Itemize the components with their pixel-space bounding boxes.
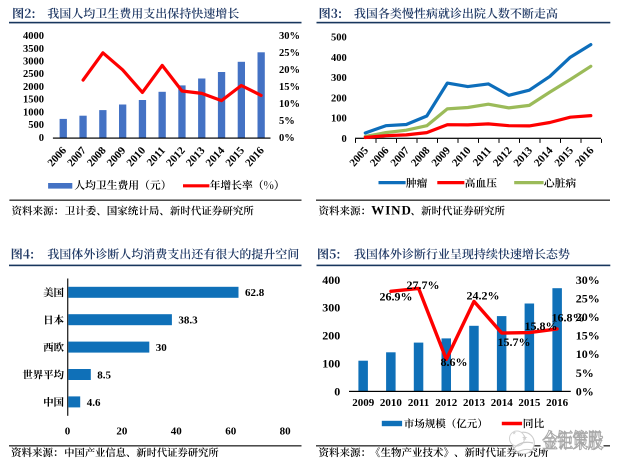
svg-text:0: 0 — [65, 425, 71, 437]
svg-text:2008: 2008 — [85, 144, 109, 169]
svg-text:2008: 2008 — [409, 144, 433, 169]
svg-text:30: 30 — [156, 342, 168, 354]
svg-text:26.9%: 26.9% — [380, 290, 413, 304]
svg-text:2012: 2012 — [491, 144, 515, 169]
svg-text:2010: 2010 — [380, 397, 403, 409]
svg-text:0: 0 — [39, 133, 44, 144]
svg-text:25%: 25% — [279, 48, 300, 59]
svg-text:1000: 1000 — [23, 107, 44, 118]
svg-text:3500: 3500 — [23, 44, 44, 55]
svg-text:15.7%: 15.7% — [498, 335, 531, 349]
svg-text:200: 200 — [322, 329, 340, 343]
svg-text:2011: 2011 — [471, 145, 494, 169]
svg-text:2000: 2000 — [23, 82, 44, 93]
svg-text:2011: 2011 — [145, 145, 168, 169]
svg-text:2012: 2012 — [164, 144, 188, 169]
svg-text:2012: 2012 — [435, 397, 458, 409]
svg-text:27.7%: 27.7% — [407, 278, 440, 292]
svg-text:400: 400 — [322, 273, 340, 287]
svg-text:2010: 2010 — [124, 144, 148, 169]
svg-text:2013: 2013 — [184, 144, 208, 169]
svg-text:8.5: 8.5 — [97, 369, 111, 381]
svg-text:8.6%: 8.6% — [441, 355, 468, 369]
svg-text:3000: 3000 — [23, 57, 44, 68]
svg-text:2014: 2014 — [532, 144, 556, 169]
svg-text:15%: 15% — [279, 82, 300, 93]
svg-text:WIND: WIND — [371, 203, 411, 218]
svg-text:20%: 20% — [576, 310, 600, 324]
svg-text:2006: 2006 — [45, 144, 69, 169]
svg-text:2015: 2015 — [552, 144, 576, 169]
svg-text:2007: 2007 — [388, 144, 412, 169]
svg-text:10%: 10% — [576, 347, 600, 361]
svg-text:2006: 2006 — [368, 144, 392, 169]
svg-text:200: 200 — [331, 93, 347, 104]
svg-text:300: 300 — [331, 73, 347, 84]
svg-text:2016: 2016 — [573, 144, 597, 169]
svg-text:1500: 1500 — [23, 95, 44, 106]
svg-text:30%: 30% — [576, 273, 600, 287]
svg-text:16.8%: 16.8% — [552, 311, 585, 325]
svg-text:2009: 2009 — [352, 397, 375, 409]
svg-text:2010: 2010 — [450, 144, 474, 169]
svg-text:2009: 2009 — [105, 144, 129, 169]
svg-text:400: 400 — [331, 53, 347, 64]
svg-text:2013: 2013 — [511, 144, 535, 169]
svg-text:40: 40 — [171, 425, 183, 437]
svg-text:2015: 2015 — [223, 144, 247, 169]
svg-text:15.8%: 15.8% — [525, 319, 558, 333]
svg-text:0%: 0% — [576, 384, 594, 398]
svg-text:5%: 5% — [279, 116, 295, 127]
svg-text:2015: 2015 — [518, 397, 541, 409]
svg-text:4000: 4000 — [23, 31, 44, 42]
svg-text:20%: 20% — [279, 65, 300, 76]
svg-text:62.8: 62.8 — [245, 287, 265, 299]
svg-text:2013: 2013 — [463, 397, 486, 409]
svg-text:2011: 2011 — [408, 397, 429, 409]
svg-text:24.2%: 24.2% — [467, 289, 500, 303]
svg-text:60: 60 — [225, 425, 237, 437]
svg-text:2009: 2009 — [429, 144, 453, 169]
svg-text:300: 300 — [322, 301, 340, 315]
svg-text:100: 100 — [331, 114, 347, 125]
svg-text:0: 0 — [334, 384, 340, 398]
svg-text:2016: 2016 — [243, 144, 267, 169]
svg-text:0%: 0% — [279, 133, 295, 144]
svg-text:5%: 5% — [576, 366, 594, 380]
svg-text:15%: 15% — [576, 329, 600, 343]
svg-text:80: 80 — [280, 425, 292, 437]
svg-text:20: 20 — [116, 425, 128, 437]
svg-text:500: 500 — [331, 33, 347, 44]
svg-text:100: 100 — [322, 357, 340, 371]
svg-text:4.6: 4.6 — [87, 397, 101, 409]
svg-text:500: 500 — [28, 120, 44, 131]
svg-text:2005: 2005 — [347, 144, 371, 169]
svg-text:2016: 2016 — [546, 397, 569, 409]
svg-text:0: 0 — [342, 134, 347, 145]
svg-text:30%: 30% — [279, 31, 300, 42]
svg-text:2500: 2500 — [23, 69, 44, 80]
svg-text:25%: 25% — [576, 291, 600, 305]
svg-text:2014: 2014 — [204, 144, 228, 169]
svg-text:38.3: 38.3 — [178, 315, 198, 327]
svg-text:2014: 2014 — [491, 397, 514, 409]
svg-text:10%: 10% — [279, 99, 300, 110]
svg-text:2007: 2007 — [65, 144, 89, 169]
